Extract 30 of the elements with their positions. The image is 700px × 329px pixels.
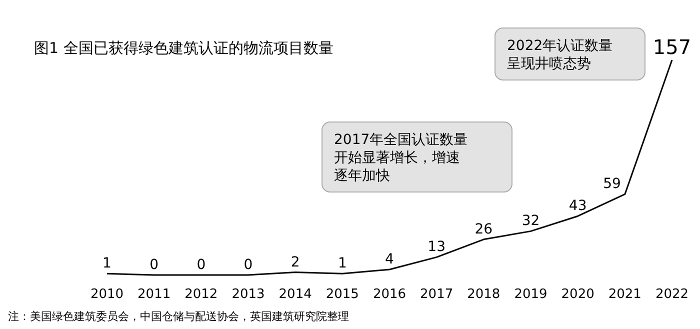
- x-tick-label: 2017: [420, 287, 454, 302]
- annotation: 2022年认证数量呈现井喷态势: [507, 38, 613, 72]
- x-tick-label: 2016: [372, 287, 406, 302]
- chart-title: 图1 全国已获得绿色建筑认证的物流项目数量: [34, 39, 334, 57]
- x-tick-label: 2014: [278, 287, 312, 302]
- data-label: 1: [102, 256, 112, 272]
- x-tick-label: 2011: [138, 287, 171, 302]
- data-label: 59: [603, 176, 621, 192]
- data-label: 157: [652, 35, 692, 59]
- data-label: 1: [338, 256, 347, 272]
- x-tick-label: 2021: [608, 287, 642, 302]
- x-tick-label: 2015: [326, 287, 359, 302]
- data-label: 32: [522, 213, 540, 230]
- x-tick-label: 2022: [655, 287, 689, 302]
- data-label: 43: [568, 198, 587, 214]
- x-tick-label: 2012: [184, 287, 218, 302]
- data-label: 0: [244, 257, 253, 273]
- x-tick-label: 2020: [561, 287, 594, 302]
- data-label: 0: [196, 257, 206, 273]
- data-label: 0: [150, 257, 159, 273]
- x-tick-label: 2019: [514, 287, 548, 302]
- data-label: 4: [385, 252, 394, 268]
- text: 注：美国绿色建筑委员会，中国仓储与配送协会，英国建筑研究院整理: [8, 310, 349, 323]
- data-label: 2: [290, 254, 300, 270]
- annotation: 2017年全国认证数量开始显著增长，增速逐年加快: [334, 132, 468, 184]
- x-tick-label: 2013: [232, 287, 265, 302]
- data-label: 13: [428, 239, 446, 256]
- x-tick-label: 2010: [90, 287, 124, 302]
- data-label: 26: [474, 221, 493, 238]
- x-tick-label: 2018: [467, 287, 500, 302]
